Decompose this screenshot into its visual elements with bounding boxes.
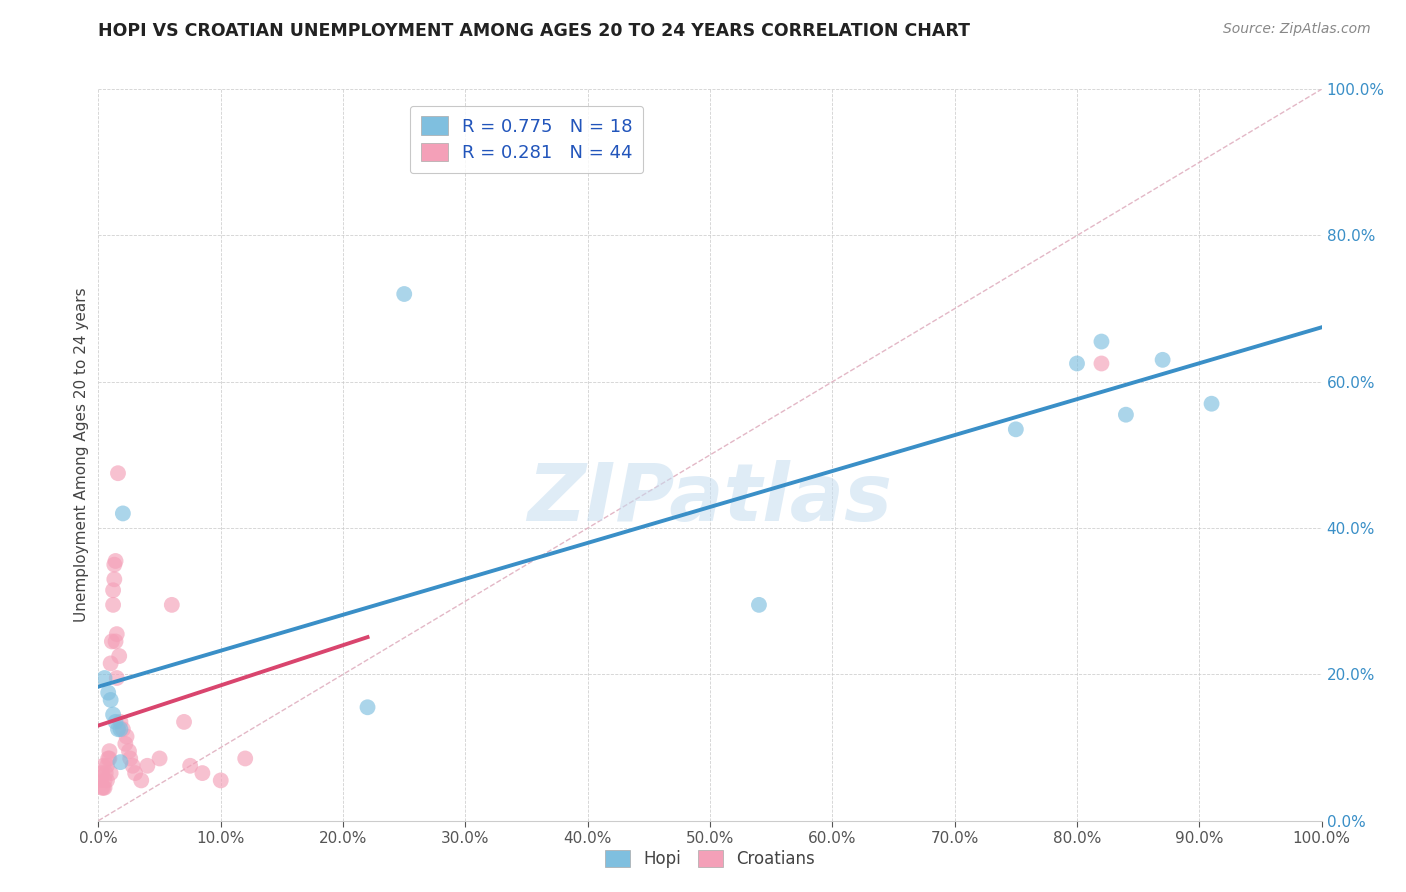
Point — [93, 671, 115, 685]
Point — [107, 723, 129, 737]
Point — [111, 723, 134, 737]
Point — [100, 657, 122, 671]
Point — [104, 714, 127, 729]
Point — [1090, 334, 1112, 349]
Point — [1201, 397, 1223, 411]
Point — [101, 707, 124, 722]
Point — [97, 686, 120, 700]
Point — [93, 773, 115, 788]
Point — [111, 507, 134, 521]
Point — [1152, 352, 1174, 367]
Point — [107, 466, 129, 480]
Point — [100, 693, 122, 707]
Point — [1004, 422, 1026, 436]
Point — [104, 554, 127, 568]
Point — [114, 737, 136, 751]
Point — [98, 744, 121, 758]
Point — [120, 751, 142, 765]
Point — [101, 634, 124, 648]
Point — [101, 583, 124, 598]
Point — [191, 766, 214, 780]
Point — [392, 287, 416, 301]
Point — [110, 714, 132, 729]
Point — [105, 627, 128, 641]
Point — [100, 766, 122, 780]
Point — [356, 700, 378, 714]
Point — [124, 766, 146, 780]
Point — [91, 780, 114, 795]
Point — [209, 773, 232, 788]
Point — [96, 758, 118, 772]
Point — [748, 598, 770, 612]
Text: Source: ZipAtlas.com: Source: ZipAtlas.com — [1223, 22, 1371, 37]
Y-axis label: Unemployment Among Ages 20 to 24 years: Unemployment Among Ages 20 to 24 years — [75, 287, 89, 623]
Point — [121, 758, 143, 772]
Point — [90, 773, 112, 788]
Point — [1090, 356, 1112, 371]
Point — [110, 755, 132, 769]
Point — [110, 723, 132, 737]
Point — [136, 758, 159, 772]
Point — [101, 598, 124, 612]
Point — [103, 558, 125, 572]
Point — [129, 773, 152, 788]
Point — [98, 751, 121, 765]
Point — [179, 758, 201, 772]
Point — [1115, 408, 1137, 422]
Point — [160, 598, 183, 612]
Point — [149, 751, 172, 765]
Point — [103, 572, 125, 586]
Point — [91, 758, 114, 772]
Text: ZIPatlas: ZIPatlas — [527, 459, 893, 538]
Point — [96, 773, 118, 788]
Point — [108, 649, 131, 664]
Point — [115, 730, 138, 744]
Point — [1066, 356, 1088, 371]
Point — [97, 751, 120, 765]
Point — [233, 751, 256, 765]
Point — [91, 780, 114, 795]
Point — [94, 766, 117, 780]
Point — [173, 714, 195, 729]
Point — [118, 744, 141, 758]
Point — [104, 634, 127, 648]
Legend: Hopi, Croatians: Hopi, Croatians — [595, 840, 825, 878]
Point — [91, 766, 114, 780]
Point — [105, 671, 128, 685]
Point — [93, 780, 115, 795]
Text: HOPI VS CROATIAN UNEMPLOYMENT AMONG AGES 20 TO 24 YEARS CORRELATION CHART: HOPI VS CROATIAN UNEMPLOYMENT AMONG AGES… — [98, 22, 970, 40]
